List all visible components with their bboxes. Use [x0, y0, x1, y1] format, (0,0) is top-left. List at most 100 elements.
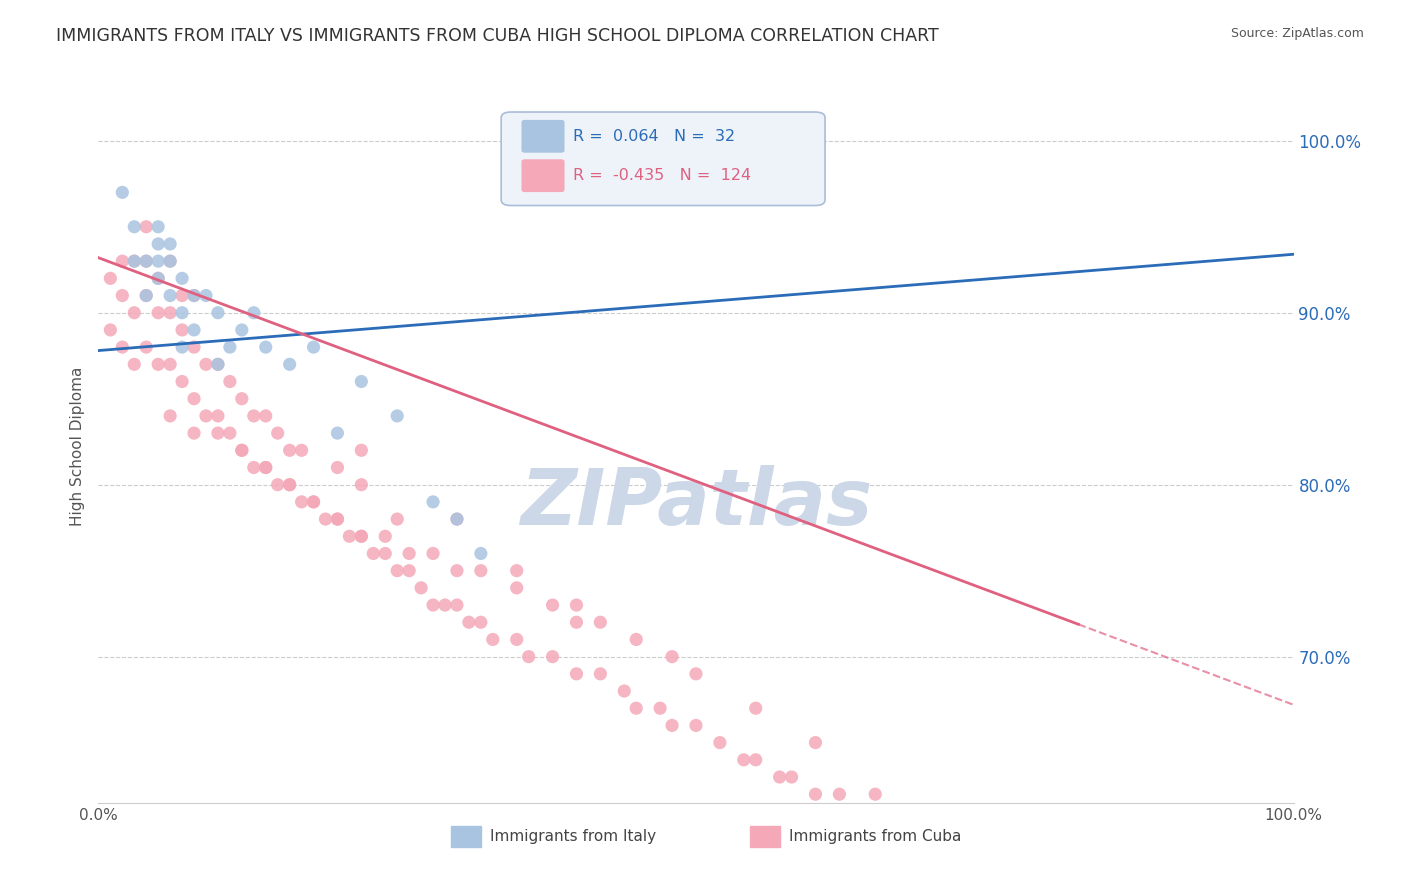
Point — [458, 615, 481, 630]
Point — [733, 753, 755, 767]
Point — [291, 495, 314, 509]
Point — [124, 254, 146, 268]
Point — [613, 684, 636, 698]
Point — [148, 254, 170, 268]
Point — [565, 666, 588, 681]
Point — [470, 546, 492, 560]
Point — [183, 340, 205, 354]
Point — [172, 288, 194, 302]
Point — [159, 254, 181, 268]
Point — [745, 753, 768, 767]
Point — [302, 495, 325, 509]
Point — [231, 443, 253, 458]
Point — [865, 787, 887, 801]
Point — [422, 546, 444, 560]
Point — [780, 770, 803, 784]
Point — [183, 426, 205, 441]
Point — [350, 529, 373, 543]
Point — [278, 357, 301, 371]
Point — [385, 564, 409, 578]
Point — [350, 477, 373, 491]
Point — [98, 271, 122, 285]
Point — [626, 701, 648, 715]
Point — [589, 615, 612, 630]
Point — [159, 409, 181, 423]
Point — [302, 495, 325, 509]
Point — [661, 718, 683, 732]
Point — [470, 615, 492, 630]
Point — [446, 564, 468, 578]
Point — [470, 564, 492, 578]
Point — [148, 271, 170, 285]
Point — [768, 770, 790, 784]
Point — [148, 219, 170, 234]
Point — [315, 512, 337, 526]
Point — [124, 357, 146, 371]
Y-axis label: High School Diploma: High School Diploma — [69, 367, 84, 525]
Point — [481, 632, 505, 647]
Point — [124, 219, 146, 234]
FancyBboxPatch shape — [522, 120, 565, 153]
Point — [350, 529, 373, 543]
FancyBboxPatch shape — [522, 160, 565, 192]
Point — [195, 357, 218, 371]
Point — [172, 340, 194, 354]
Point — [135, 254, 157, 268]
Point — [219, 426, 242, 441]
Point — [111, 186, 134, 200]
Point — [411, 581, 433, 595]
Point — [565, 615, 588, 630]
Point — [889, 822, 911, 836]
Point — [254, 340, 277, 354]
Point — [195, 409, 218, 423]
Point — [267, 426, 290, 441]
Point — [219, 375, 242, 389]
Point — [267, 477, 290, 491]
Point — [207, 426, 229, 441]
Text: IMMIGRANTS FROM ITALY VS IMMIGRANTS FROM CUBA HIGH SCHOOL DIPLOMA CORRELATION CH: IMMIGRANTS FROM ITALY VS IMMIGRANTS FROM… — [56, 27, 939, 45]
Point — [243, 409, 266, 423]
Text: R =  0.064   N =  32: R = 0.064 N = 32 — [572, 128, 735, 144]
Point — [804, 736, 827, 750]
Point — [385, 409, 409, 423]
Point — [948, 855, 970, 870]
Point — [626, 632, 648, 647]
FancyBboxPatch shape — [501, 112, 825, 205]
Point — [422, 598, 444, 612]
Point — [219, 340, 242, 354]
Point — [159, 357, 181, 371]
Point — [446, 512, 468, 526]
Point — [326, 512, 349, 526]
Point — [172, 306, 194, 320]
Point — [398, 546, 420, 560]
Point — [446, 598, 468, 612]
Text: ZIPatlas: ZIPatlas — [520, 465, 872, 541]
Point — [398, 564, 420, 578]
Point — [291, 443, 314, 458]
Point — [135, 288, 157, 302]
Text: Immigrants from Cuba: Immigrants from Cuba — [789, 829, 962, 844]
Point — [111, 340, 134, 354]
Point — [254, 460, 277, 475]
Point — [254, 460, 277, 475]
Point — [159, 236, 181, 251]
Point — [434, 598, 457, 612]
Point — [148, 306, 170, 320]
Point — [135, 288, 157, 302]
Point — [350, 375, 373, 389]
Point — [135, 219, 157, 234]
Point — [422, 495, 444, 509]
Point — [326, 512, 349, 526]
Point — [350, 443, 373, 458]
Point — [135, 254, 157, 268]
Point — [243, 306, 266, 320]
Point — [565, 598, 588, 612]
Point — [148, 271, 170, 285]
Point — [506, 564, 529, 578]
Point — [124, 254, 146, 268]
Point — [207, 357, 229, 371]
Point — [506, 632, 529, 647]
Point — [517, 649, 540, 664]
Text: Immigrants from Italy: Immigrants from Italy — [491, 829, 657, 844]
Point — [685, 718, 707, 732]
